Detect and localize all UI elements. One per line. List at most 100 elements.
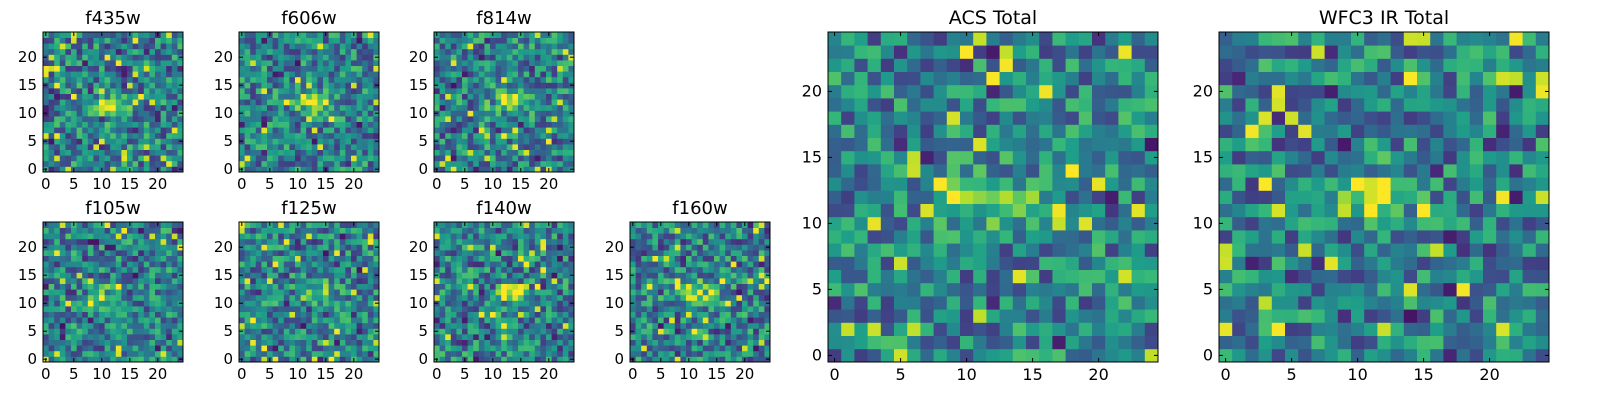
heatmap-cell — [534, 233, 541, 240]
heatmap-cell — [295, 121, 301, 128]
heatmap-cell — [160, 350, 167, 357]
heatmap-cell — [300, 166, 307, 173]
heatmap-cell — [328, 43, 335, 50]
heatmap-cell — [99, 306, 105, 312]
heatmap-cell — [171, 278, 178, 284]
heatmap-cell — [702, 250, 709, 256]
heatmap-cell — [1078, 164, 1093, 178]
heatmap-cell — [311, 289, 318, 296]
heatmap-cell — [484, 261, 491, 268]
heatmap-cell — [714, 244, 720, 251]
heatmap-cell — [99, 250, 105, 256]
heatmap-cell — [160, 138, 167, 145]
heatmap-cell — [753, 272, 760, 279]
heatmap-cell — [104, 160, 111, 167]
heatmap-cell — [104, 345, 111, 352]
heatmap-cell — [652, 317, 659, 324]
heatmap-cell — [295, 300, 301, 307]
heatmap-cell — [540, 155, 547, 162]
heatmap-cell — [450, 160, 457, 167]
heatmap-cell — [478, 294, 485, 301]
heatmap-cell — [736, 322, 743, 329]
heatmap-cell — [512, 311, 519, 318]
heatmap-cell — [434, 345, 440, 352]
heatmap-cell — [317, 261, 324, 268]
heatmap-cell — [880, 150, 895, 165]
heatmap-cell — [880, 243, 895, 257]
heatmap-cell — [339, 317, 346, 324]
heatmap-cell — [495, 294, 502, 301]
heatmap-cell — [439, 88, 446, 94]
heatmap-cell — [250, 121, 257, 128]
heatmap-cell — [267, 272, 273, 279]
heatmap-cell — [48, 144, 55, 150]
heatmap-cell — [121, 144, 128, 150]
heatmap-cell — [149, 261, 156, 268]
heatmap-cell — [467, 255, 474, 262]
heatmap-cell — [373, 227, 380, 234]
heatmap-cell — [450, 250, 457, 256]
heatmap-cell — [272, 289, 279, 296]
heatmap-cell — [506, 104, 513, 111]
heatmap-cell — [255, 149, 262, 156]
heatmap-cell — [121, 160, 128, 167]
heatmap-cell — [76, 227, 83, 234]
heatmap-cell — [719, 289, 726, 296]
heatmap-cell — [99, 160, 105, 167]
heatmap-cell — [311, 71, 318, 78]
heatmap-cell — [736, 283, 743, 290]
heatmap-cell — [562, 166, 569, 173]
x-tick-label: 10 — [288, 365, 307, 383]
heatmap-cell — [518, 306, 524, 312]
heatmap-cell — [484, 266, 491, 273]
heatmap-cell — [65, 116, 72, 122]
heatmap-cell — [652, 339, 659, 346]
heatmap-cell — [367, 356, 374, 363]
heatmap-cell — [490, 82, 496, 89]
heatmap-cell — [529, 261, 536, 268]
heatmap-cell — [747, 356, 754, 363]
heatmap-cell — [59, 82, 66, 89]
heatmap-cell — [691, 255, 698, 262]
heatmap-cell — [143, 255, 150, 262]
heatmap-cell — [171, 127, 178, 134]
heatmap-cell — [635, 250, 642, 256]
heatmap-cell — [65, 300, 72, 307]
heatmap-cell — [1078, 296, 1093, 310]
heatmap-cell — [714, 238, 720, 245]
heatmap-cell — [841, 348, 855, 363]
heatmap-cell — [171, 227, 178, 234]
heatmap-cell — [557, 37, 564, 44]
heatmap-cell — [104, 356, 111, 363]
heatmap-cell — [295, 43, 301, 50]
heatmap-cell — [880, 348, 895, 363]
heatmap-cell — [551, 339, 558, 346]
heatmap-cell — [674, 289, 681, 296]
heatmap-cell — [244, 93, 251, 100]
heatmap-cell — [534, 255, 541, 262]
heatmap-cell — [529, 227, 536, 234]
heatmap-cell — [646, 356, 653, 363]
heatmap-cell — [244, 328, 251, 335]
heatmap-cell — [295, 37, 301, 44]
heatmap-cell — [43, 60, 49, 66]
heatmap-cell — [534, 278, 541, 284]
heatmap-cell — [132, 54, 139, 61]
heatmap-cell — [456, 76, 463, 83]
heatmap-cell — [345, 116, 352, 122]
heatmap-cell — [328, 132, 335, 139]
heatmap-cell — [267, 278, 273, 284]
heatmap-cell — [764, 261, 771, 268]
heatmap-cell — [289, 278, 296, 284]
heatmap-cell — [529, 266, 536, 273]
heatmap-cell — [658, 278, 664, 284]
heatmap-cell — [339, 300, 346, 307]
heatmap-cell — [82, 144, 89, 150]
heatmap-cell — [244, 266, 251, 273]
heatmap-cell — [261, 37, 268, 44]
heatmap-cell — [529, 37, 536, 44]
heatmap-cell — [93, 334, 100, 340]
heatmap-cell — [351, 294, 357, 301]
x-tick-label: 10 — [92, 365, 111, 383]
heatmap-cell — [339, 222, 346, 228]
